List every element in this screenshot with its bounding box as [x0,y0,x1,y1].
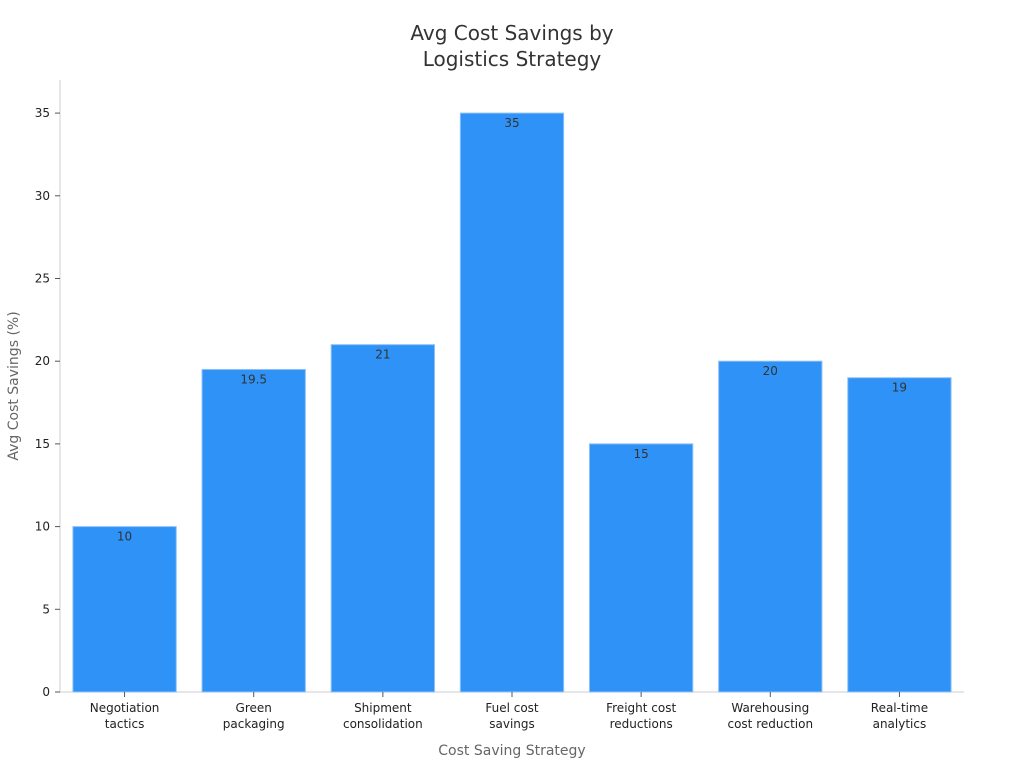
bar-value-label: 35 [504,116,519,130]
x-tick-label: packaging [223,717,285,731]
bar [588,443,694,693]
bar-value-label: 20 [763,364,778,378]
x-tick-label: tactics [105,717,145,731]
chart-title-line-1: Avg Cost Savings by [410,21,613,45]
y-axis-label: Avg Cost Savings (%) [6,311,22,460]
x-tick-label: analytics [873,717,927,731]
bar [718,360,823,693]
y-tick-label: 0 [42,685,50,699]
y-tick-label: 35 [35,106,50,120]
x-tick-label: Real-time [871,701,928,715]
bar [330,344,436,693]
x-tick-label: reductions [610,717,673,731]
x-tick-label: Shipment [354,701,412,715]
bar-value-label: 19 [892,381,907,395]
bar [847,377,952,693]
y-tick-label: 5 [42,602,50,616]
x-axis-label: Cost Saving Strategy [438,743,585,759]
bar-value-label: 21 [375,348,390,362]
x-tick-label: savings [489,717,535,731]
bar-value-label: 15 [634,447,649,461]
bar-value-label: 19.5 [240,372,267,386]
x-tick-label: Warehousing [731,701,809,715]
x-tick-label: Freight cost [606,701,676,715]
bar-value-label: 10 [117,530,132,544]
x-tick-label: Fuel cost [485,701,539,715]
chart-title: Avg Cost Savings by Logistics Strategy [410,21,613,71]
y-tick-label: 25 [35,271,50,285]
y-tick-label: 30 [35,189,50,203]
x-tick-label: Green [236,701,272,715]
x-tick-label: Negotiation [90,701,160,715]
x-tick-label: consolidation [343,717,423,731]
bar [459,112,565,693]
y-tick-label: 10 [35,520,50,534]
plot-area: 0 5 10 15 20 25 30 35 10 Negotiation tactics 19.5 Gr… [35,80,964,731]
bar [72,526,177,693]
bar [201,368,306,693]
x-tick-label: cost reduction [727,717,813,731]
y-tick-label: 20 [35,354,50,368]
y-tick-label: 15 [35,437,50,451]
chart-title-line-2: Logistics Strategy [423,47,602,71]
